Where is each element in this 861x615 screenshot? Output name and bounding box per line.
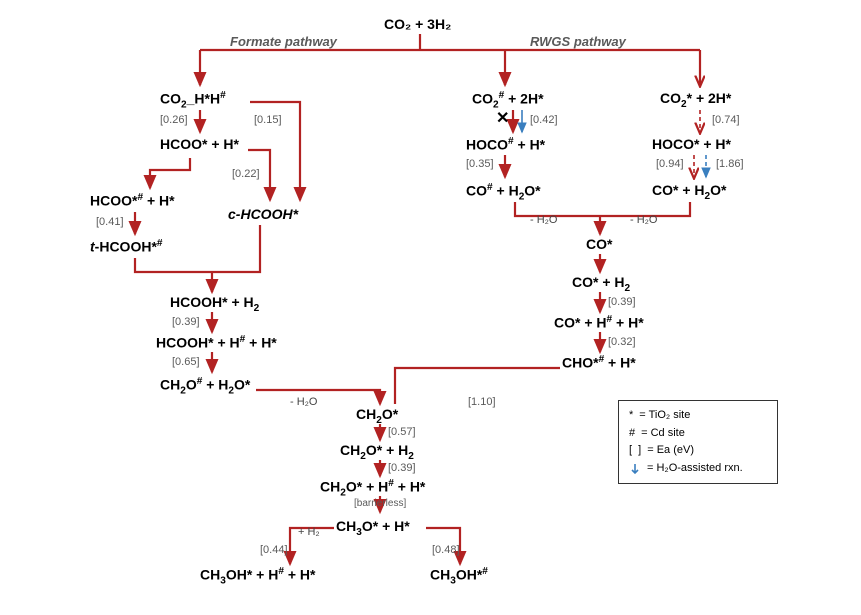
legend-star-row: * = TiO₂ site (629, 407, 767, 425)
legend-hash-text: = Cd site (641, 425, 685, 443)
formate-s2-ea-right: [0.22] (232, 168, 260, 180)
formate-s5: HCOOH* + H# + H* (156, 334, 277, 351)
rwgs-c1-ea: [0.39] (608, 296, 636, 308)
rwgs-b1-ea: [0.74] (712, 114, 740, 126)
rwgs-merge-note-left: - H₂O (530, 214, 558, 226)
final-f3-right-ea: [0.48] (432, 544, 460, 556)
formate-s4-left: t-HCOOH*# (90, 238, 163, 255)
legend-star-symbol: * (629, 407, 633, 425)
final-f1-ea: [0.39] (388, 462, 416, 474)
formate-s6-note: - H₂O (290, 396, 318, 408)
final-f0: CH2O* (356, 406, 398, 426)
rwgs-co: CO* (586, 236, 612, 252)
rwgs-b1: CO2* + 2H* (660, 90, 731, 110)
formate-s1-ea-down: [0.26] (160, 114, 188, 126)
x-mark-icon: ✕ (496, 108, 509, 128)
legend-bluearrow-text: = H₂O-assisted rxn. (647, 460, 743, 478)
legend-bluearrow-row: = H₂O-assisted rxn. (629, 460, 767, 478)
rwgs-c3: CHO*# + H* (562, 354, 636, 371)
rwgs-merge-note-right: - H₂O (630, 214, 658, 226)
rwgs-b2: HOCO* + H* (652, 136, 731, 152)
formate-s5-ea: [0.65] (172, 356, 200, 368)
legend-star-text: = TiO₂ site (639, 407, 690, 425)
legend-brackets-row: [ ] = Ea (eV) (629, 442, 767, 460)
final-f4-right: CH3OH*# (430, 566, 488, 586)
formate-s3-left-ea: [0.41] (96, 216, 124, 228)
legend-hash-symbol: # (629, 425, 635, 443)
final-f2: CH2O* + H# + H* (320, 478, 425, 498)
rwgs-b3: CO* + H2O* (652, 182, 726, 202)
rwgs-b2-ea-left: [0.94] (656, 158, 684, 170)
final-f4-left: CH3OH* + H# + H* (200, 566, 315, 586)
legend-brackets-text: = Ea (eV) (647, 442, 694, 460)
legend-brackets-symbol: [ ] (629, 442, 641, 460)
rwgs-c2-ea: [0.32] (608, 336, 636, 348)
formate-s2: HCOO* + H* (160, 136, 239, 152)
rwgs-c1: CO* + H2 (572, 274, 630, 294)
formate-s6: CH2O# + H2O* (160, 376, 250, 396)
formate-pathway-label: Formate pathway (230, 34, 337, 49)
root-text: CO₂ + 3H₂ (384, 16, 451, 32)
root-species: CO₂ + 3H₂ (384, 16, 451, 32)
rwgs-c2: CO* + H# + H* (554, 314, 644, 331)
final-f3-left-ea: [0.44] (260, 544, 288, 556)
rwgs-a1-ea: [0.42] (530, 114, 558, 126)
formate-s3-left: HCOO*# + H* (90, 192, 175, 209)
rwgs-pathway-label: RWGS pathway (530, 34, 626, 49)
final-f0-ea: [0.57] (388, 426, 416, 438)
rwgs-b2-ea-right: [1.86] (716, 158, 744, 170)
arrow-layer (0, 0, 861, 615)
final-f1: CH2O* + H2 (340, 442, 414, 462)
final-f3-left-note: + H₂ (298, 526, 320, 538)
rwgs-a2-ea: [0.35] (466, 158, 494, 170)
final-f2-ea: [barrierless] (354, 498, 406, 509)
rwgs-c3-ea: [1.10] (468, 396, 496, 408)
rwgs-a3: CO# + H2O* (466, 182, 541, 202)
formate-merge-ea: [0.39] (172, 316, 200, 328)
formate-s1: CO2_H*H# (160, 90, 226, 110)
formate-s3-right: c-HCOOH* (228, 206, 298, 222)
legend-box: * = TiO₂ site # = Cd site [ ] = Ea (eV) … (618, 400, 778, 484)
formate-merge: HCOOH* + H2 (170, 294, 259, 314)
formate-s1-ea-right: [0.15] (254, 114, 282, 126)
legend-hash-row: # = Cd site (629, 425, 767, 443)
final-f3: CH3O* + H* (336, 518, 410, 538)
down-arrow-icon (629, 463, 641, 475)
rwgs-a2: HOCO# + H* (466, 136, 545, 153)
